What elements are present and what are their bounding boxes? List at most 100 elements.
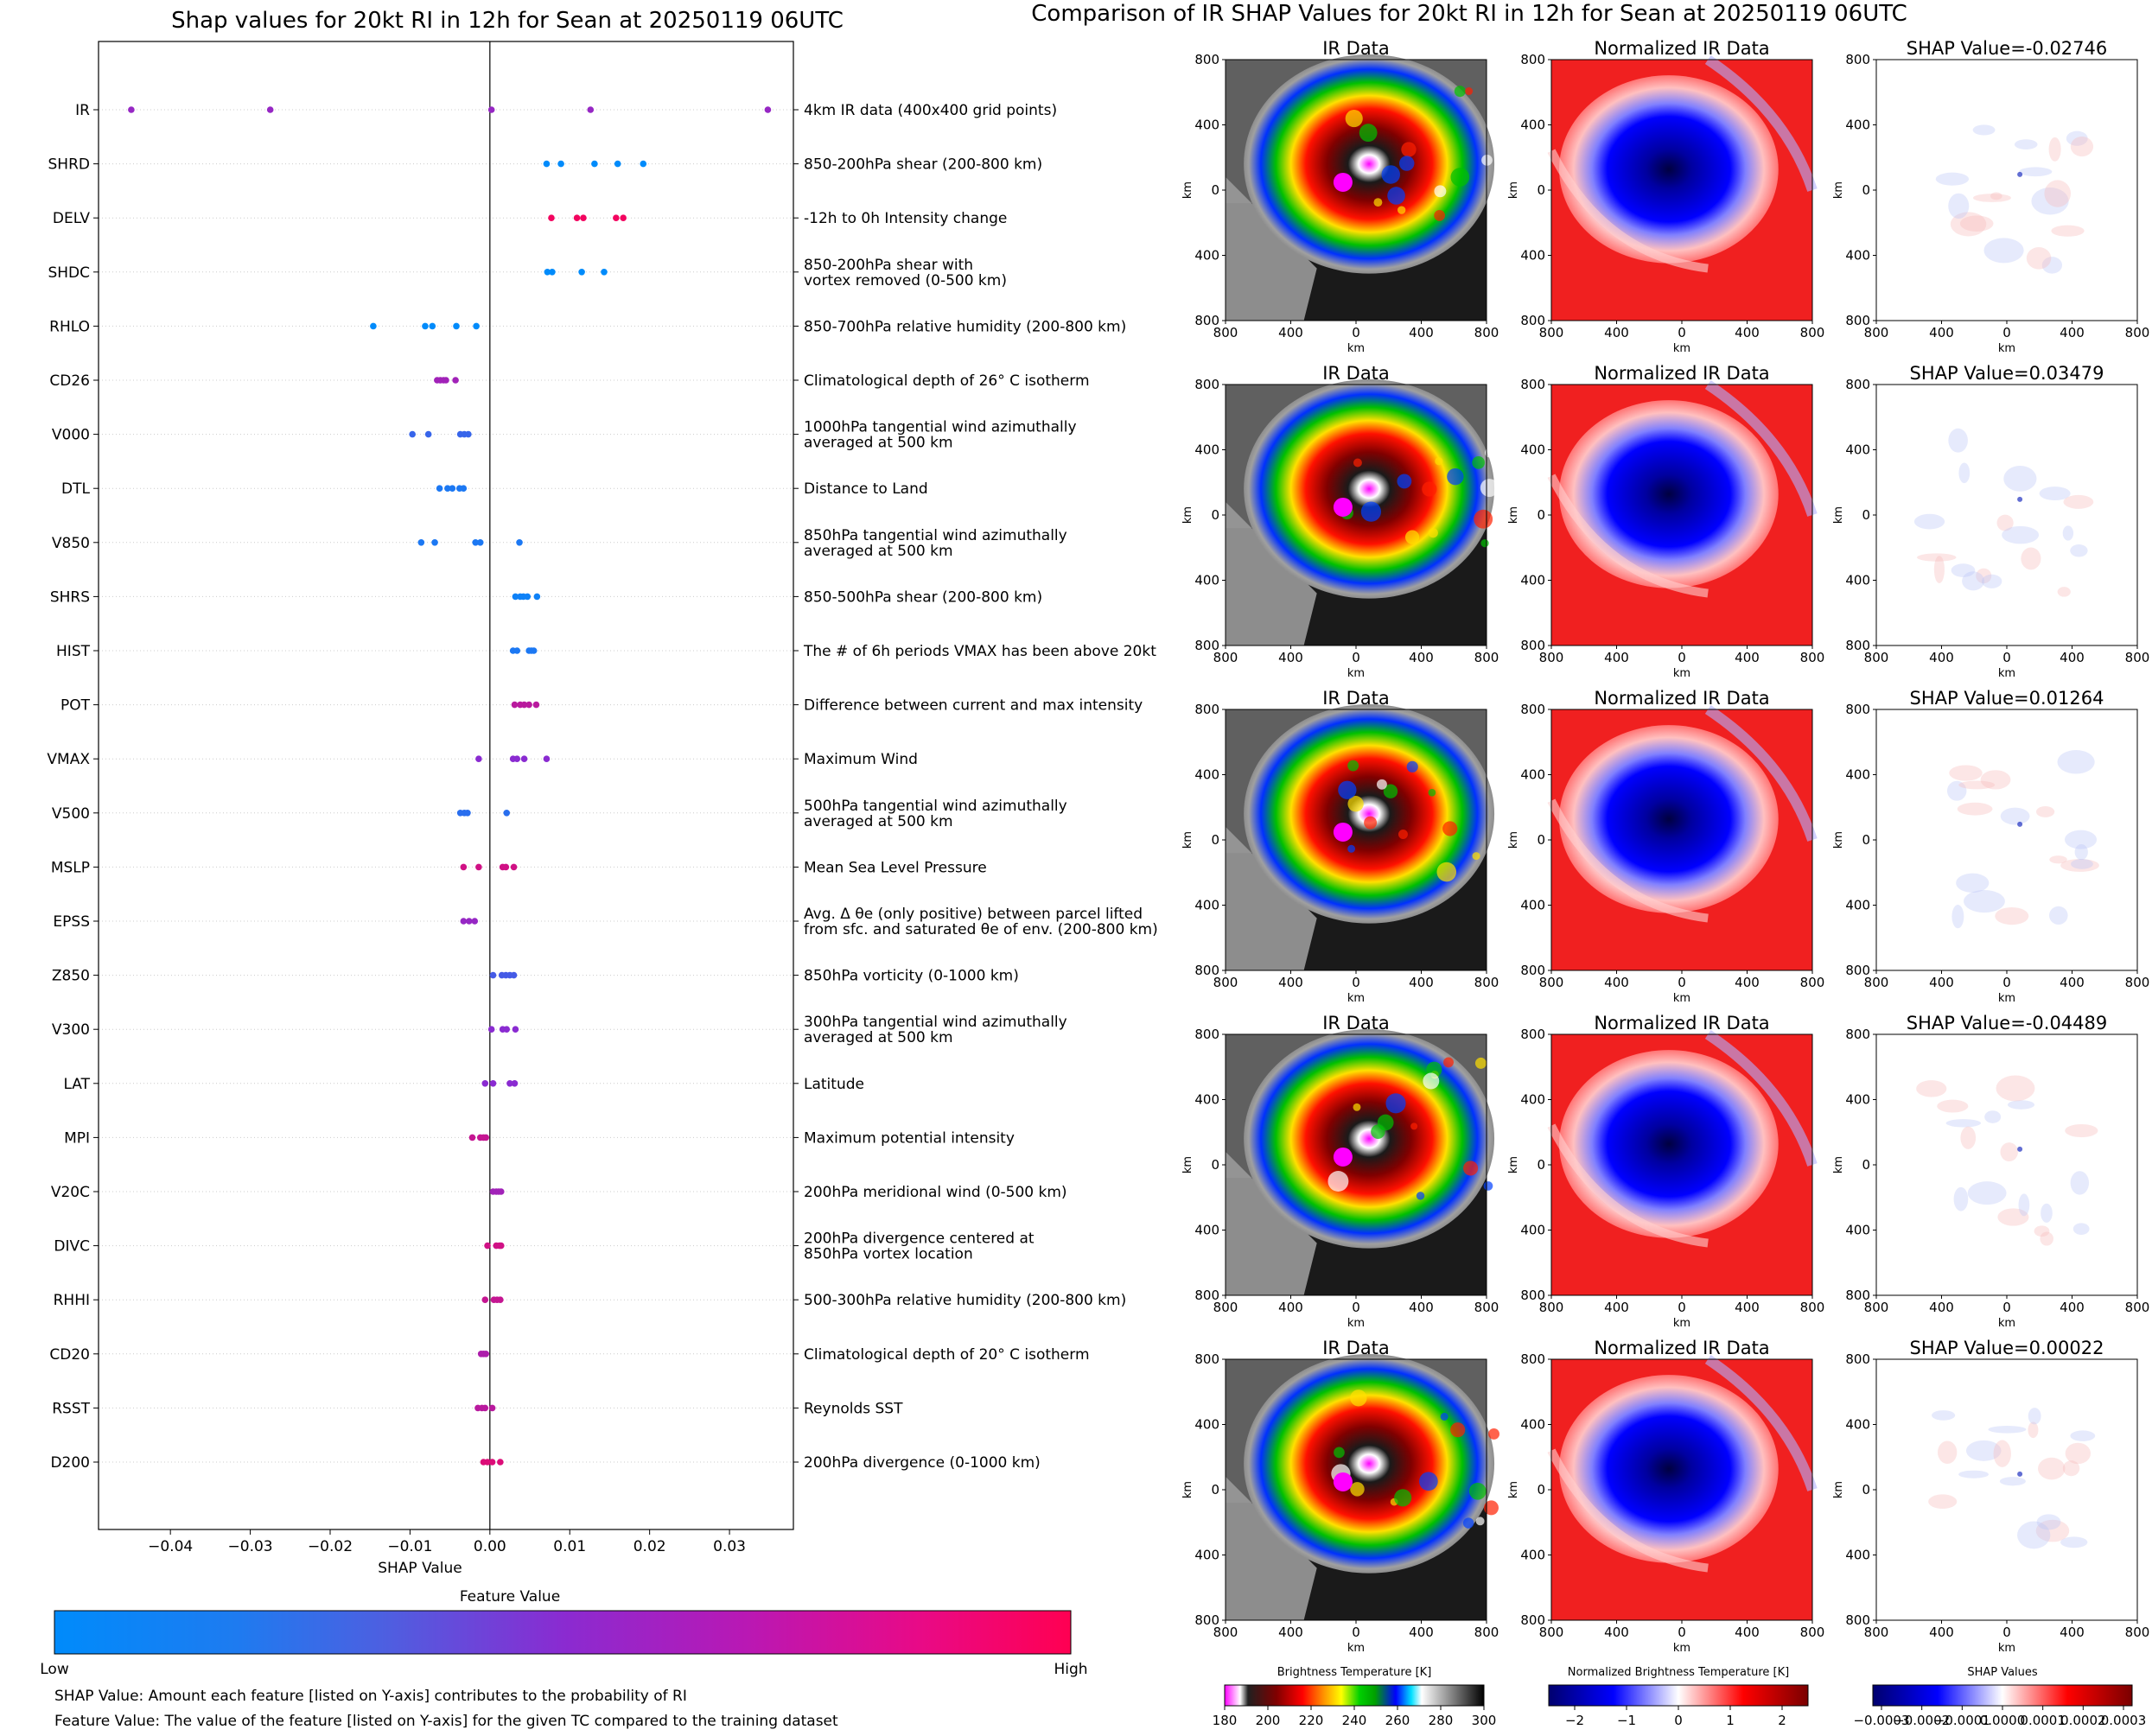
feature-description-z850: 850hPa vorticity (0-1000 km) xyxy=(804,968,1019,985)
y-tick-label: 800 xyxy=(1845,377,1870,392)
shap-point-cd20 xyxy=(482,1351,490,1358)
feature-description-shrd: 850-200hPa shear (200-800 km) xyxy=(804,156,1042,174)
x-tick-label: 0 xyxy=(2002,1625,2011,1640)
y-tick-label: 400 xyxy=(1194,573,1219,588)
shap-point-dtl xyxy=(436,485,443,492)
shap-point-rhlo xyxy=(422,322,429,330)
feature-description-v500: 500hPa tangential wind azimuthally xyxy=(804,798,1067,815)
y-tick-label: 800 xyxy=(1194,702,1219,717)
feature-label-v300: V300 xyxy=(52,1021,90,1039)
y-axis-unit-label: km xyxy=(1832,831,1845,849)
y-tick-label: 400 xyxy=(1520,248,1545,264)
x-axis-unit-label: km xyxy=(1347,667,1365,680)
x-tick-label: 800 xyxy=(1864,1625,1889,1640)
y-tick-label: 400 xyxy=(1845,442,1870,458)
normalized-ir-title: Normalized IR Data xyxy=(1594,1013,1769,1033)
x-axis-ticks: −0.04 −0.03 −0.02 −0.01 0.00 0.01 0.02 0.03 xyxy=(148,1529,746,1555)
normalized-colorbar: Normalized Brightness Temperature [K] −2… xyxy=(1548,1666,1809,1728)
ir-comparison-panel: Comparison of IR SHAP Values for 20kt RI… xyxy=(1031,1,2149,1728)
normalized-ir-title: Normalized IR Data xyxy=(1594,1338,1769,1358)
feature-description-v000: 1000hPa tangential wind azimuthally xyxy=(804,419,1077,436)
y-tick-label: 800 xyxy=(1520,638,1545,653)
shap-point-d200 xyxy=(497,1459,504,1466)
feature-label-shrs: SHRS xyxy=(50,588,90,606)
x-tick-label: −0.02 xyxy=(308,1538,353,1555)
y-tick-label: 400 xyxy=(1194,767,1219,783)
y-tick-label: 800 xyxy=(1194,377,1219,392)
y-tick-label: 400 xyxy=(1845,898,1870,913)
shap-point-hist xyxy=(530,647,538,654)
y-tick-label: 800 xyxy=(1845,52,1870,67)
y-axis-unit-label: km xyxy=(1507,181,1520,199)
y-tick-label: 400 xyxy=(1194,1548,1219,1563)
feature-description-epss: from sfc. and saturated θe of env. (200-… xyxy=(804,921,1158,938)
y-tick-label: 0 xyxy=(1537,1482,1545,1498)
x-tick-label: 400 xyxy=(1929,325,1954,340)
y-tick-label: 400 xyxy=(1194,442,1219,458)
y-tick-label: 400 xyxy=(1520,1548,1545,1563)
x-tick-label: 800 xyxy=(1474,975,1499,990)
shap-point-shrd xyxy=(640,160,647,168)
shap-value-title: SHAP Value=-0.02746 xyxy=(1907,38,2108,59)
shap-point-v300 xyxy=(487,1026,495,1033)
y-tick-label: 0 xyxy=(1862,182,1870,198)
colorbar-tick-label: 1 xyxy=(1726,1713,1735,1728)
shap-point-shdc xyxy=(578,269,585,276)
y-tick-label: 400 xyxy=(1194,118,1219,133)
colorbar-high-label: High xyxy=(1054,1661,1087,1678)
y-tick-label: 0 xyxy=(1862,832,1870,848)
feature-label-shrd: SHRD xyxy=(48,156,90,174)
y-tick-label: 400 xyxy=(1194,248,1219,264)
y-tick-label: 800 xyxy=(1520,377,1545,392)
image-row-2: IR Data80080040040000400400800800kmkmNor… xyxy=(1181,363,2149,680)
y-tick-label: 0 xyxy=(1211,182,1219,198)
x-tick-label: 0 xyxy=(2002,975,2011,990)
x-axis-unit-label: km xyxy=(1673,1317,1690,1330)
feature-description-v20c: 200hPa meridional wind (0-500 km) xyxy=(804,1184,1067,1201)
feature-label-cd26: CD26 xyxy=(49,372,90,390)
feature-label-v20c: V20C xyxy=(51,1184,90,1201)
y-axis-unit-label: km xyxy=(1181,181,1194,199)
shap-point-delv xyxy=(613,214,620,221)
feature-label-vmax: VMAX xyxy=(47,751,90,768)
shap-point-cd26 xyxy=(452,377,459,384)
x-tick-label: 800 xyxy=(1800,1300,1825,1315)
y-axis-unit-label: km xyxy=(1832,1156,1845,1173)
shap-value-title: SHAP Value=0.01264 xyxy=(1910,688,2104,709)
shap-point-ir xyxy=(266,106,274,113)
x-tick-label: 400 xyxy=(2060,325,2085,340)
feature-description-shrs: 850-500hPa shear (200-800 km) xyxy=(804,588,1042,606)
shap-point-rsst xyxy=(481,1404,489,1412)
y-tick-label: 800 xyxy=(1194,313,1219,328)
feature-label-rhlo: RHLO xyxy=(49,318,90,335)
y-tick-label: 800 xyxy=(1194,1288,1219,1303)
shap-point-shdc xyxy=(544,269,551,276)
feature-description-mslp: Mean Sea Level Pressure xyxy=(804,859,987,876)
shap-point-divc xyxy=(484,1242,491,1250)
x-tick-label: 800 xyxy=(1864,650,1889,665)
beeswarm-plot-frame xyxy=(98,41,794,1530)
feature-description-v850: 850hPa tangential wind azimuthally xyxy=(804,527,1067,544)
normalized-ir-image: Normalized IR Data8008004004000040040080… xyxy=(1507,363,1824,680)
y-tick-label: 0 xyxy=(1862,507,1870,523)
feature-label-v850: V850 xyxy=(52,535,90,552)
feature-description-rhlo: 850-700hPa relative humidity (200-800 km… xyxy=(804,318,1126,335)
feature-label-mslp: MSLP xyxy=(51,859,90,876)
x-tick-label: 400 xyxy=(1278,975,1303,990)
shap-point-epss xyxy=(466,918,473,925)
y-tick-label: 800 xyxy=(1845,1351,1870,1367)
y-tick-label: 800 xyxy=(1520,1288,1545,1303)
feature-label-rsst: RSST xyxy=(52,1400,90,1417)
normalized-ir-image: Normalized IR Data8008004004000040040080… xyxy=(1507,38,1824,355)
shap-point-v20c xyxy=(497,1188,505,1195)
shap-point-ir xyxy=(587,106,595,113)
y-tick-label: 0 xyxy=(1862,1157,1870,1173)
x-tick-label: 800 xyxy=(1800,1625,1825,1640)
colorbar-tick-label: 0.0001 xyxy=(2020,1713,2066,1728)
x-tick-label: 400 xyxy=(1735,650,1760,665)
y-tick-label: 800 xyxy=(1845,963,1870,978)
feature-description-mpi: Maximum potential intensity xyxy=(804,1129,1015,1147)
shap-point-z850 xyxy=(489,971,497,979)
